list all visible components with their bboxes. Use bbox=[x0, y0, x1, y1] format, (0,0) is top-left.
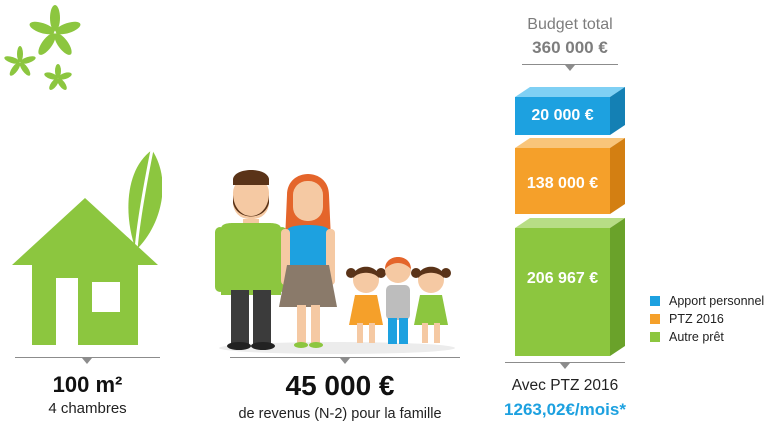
block-ptz bbox=[515, 138, 625, 214]
family-income: 45 000 € bbox=[285, 370, 395, 401]
legend-swatch-apport bbox=[650, 296, 660, 306]
ptz-label: Avec PTZ 2016 bbox=[511, 377, 619, 394]
family-divider bbox=[230, 357, 460, 358]
monthly-payment: 1263,02€/mois* bbox=[504, 400, 626, 419]
block-autre-pret bbox=[515, 218, 625, 356]
budget-top-divider bbox=[522, 64, 618, 65]
house-area: 100 m² bbox=[52, 372, 123, 397]
family-icon bbox=[215, 170, 455, 354]
legend-item-ptz: PTZ 2016 bbox=[650, 310, 778, 328]
legend-swatch-autre-pret bbox=[650, 332, 660, 342]
legend-label-apport: Apport personnel bbox=[669, 294, 765, 308]
legend-label-autre-pret: Autre prêt bbox=[669, 330, 724, 344]
house-rooms: 4 chambres bbox=[48, 400, 127, 417]
legend-item-apport: Apport personnel bbox=[650, 292, 778, 310]
budget-bottom-divider bbox=[505, 362, 625, 363]
budget-bottom-pointer bbox=[560, 363, 570, 369]
legend-swatch-ptz bbox=[650, 314, 660, 324]
block-ptz-value: 138 000 € bbox=[526, 175, 599, 192]
family-income-note: de revenus (N-2) pour la famille bbox=[238, 406, 442, 422]
legend-label-ptz: PTZ 2016 bbox=[669, 312, 724, 326]
budget-total: 360 000 € bbox=[532, 38, 608, 57]
block-apport-value: 20 000 € bbox=[531, 107, 594, 124]
family-pointer bbox=[340, 358, 350, 364]
block-apport bbox=[515, 87, 625, 135]
house-icon bbox=[12, 149, 162, 345]
budget-label: Budget total bbox=[527, 16, 613, 33]
leaves-icon bbox=[4, 5, 81, 90]
budget-top-pointer bbox=[565, 65, 575, 71]
budget-stack bbox=[515, 87, 625, 356]
legend-item-autre-pret: Autre prêt bbox=[650, 328, 778, 346]
legend: Apport personnel PTZ 2016 Autre prêt bbox=[650, 292, 778, 346]
house-pointer bbox=[82, 358, 92, 364]
house-divider bbox=[15, 357, 160, 358]
block-autre-pret-value: 206 967 € bbox=[526, 270, 599, 287]
